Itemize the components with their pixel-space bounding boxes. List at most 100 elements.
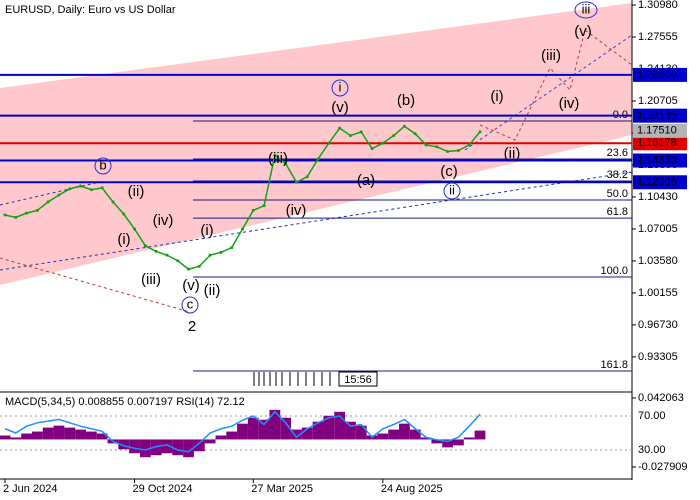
y-tick-label: 1.07005 [638,223,678,235]
histogram-bar [399,423,410,440]
price-point [467,143,471,147]
price-level-label: 1.14330 [637,154,677,166]
price-point [251,208,255,212]
histogram-bar [96,433,108,440]
fib-label: 100.0 [600,265,628,277]
wave-label: (iii) [268,150,288,167]
price-point [478,130,482,134]
price-level-label: 1.12006 [637,176,677,188]
histogram-bar [474,430,486,440]
histogram-bar [312,421,324,440]
histogram-bar [453,439,464,446]
indicator-title: MACD(5,34,5) 0.008855 0.007197 RSI(14) 7… [5,396,245,408]
wave-label: (i) [490,88,503,105]
wave-circle [443,182,461,200]
x-tick-label: 29 Oct 2024 [133,483,193,495]
price-point [230,246,234,250]
wave-label: (i) [200,222,213,239]
histogram-bar [334,411,346,440]
histogram-bar [323,415,335,440]
wave-circle [574,1,598,19]
histogram-bar [280,417,292,440]
price-point [413,132,417,136]
histogram-bar [377,433,389,440]
wave-label: 2 [188,318,196,335]
histogram-bar [388,429,400,440]
histogram-bar [161,439,173,454]
price-point [262,204,266,208]
wave-label: (iv) [559,95,580,112]
price-level-label: 1.19135 [637,110,677,122]
histogram-bar [64,427,76,440]
price-point [359,130,363,134]
histogram-bar [301,427,313,440]
current-price-label: 1.17510 [637,125,677,137]
time-label: 15:56 [344,374,372,386]
histogram-bar [204,439,216,444]
wave-label: ii [449,182,455,197]
price-point [25,211,29,215]
histogram-bar [420,437,432,440]
price-level-box [633,108,687,123]
price-level-box [633,175,687,190]
price-point [165,253,169,257]
price-point [208,253,212,257]
price-point [46,200,50,204]
wave-label: (iv) [286,202,307,219]
wave-label: (i) [117,231,130,248]
histogram-bar [118,439,130,450]
histogram-bar [0,435,11,440]
y2-tick-label: 30.00 [638,444,666,456]
fib-label: 61.8 [607,206,628,218]
price-point [316,157,320,161]
histogram-bar [258,419,270,440]
trend-line [0,181,101,206]
wave-label: (iii) [541,47,561,64]
current-price-box [633,123,687,138]
wave-label: (c) [440,163,458,180]
histogram-bar [53,425,65,440]
y-tick-label: 1.20705 [638,95,678,107]
trend-line [0,257,191,313]
price-point [305,175,309,179]
y-tick-label: 0.96730 [638,319,678,331]
price-point [3,213,7,217]
histogram-bar [345,421,356,440]
wave-label: (iv) [153,212,174,229]
wave-label: (ii) [504,145,521,162]
price-point [446,149,450,153]
price-point [35,208,39,212]
price-point [273,153,277,157]
price-point [392,134,396,138]
histogram-bar [75,429,86,440]
price-point [187,267,191,271]
histogram-bar [31,431,43,440]
price-point [57,193,61,197]
price-point [327,141,331,145]
wave-label: (v) [574,23,592,40]
wave-circle [331,79,349,97]
histogram-bar [431,439,443,444]
histogram-bar [269,409,281,440]
histogram-bar [291,429,302,440]
wave-label: (v) [182,277,200,294]
price-point [154,249,158,253]
y-tick-label: 1.10430 [638,191,678,203]
wave-label: iii [582,1,591,16]
price-level-label: 1.16178 [637,137,677,149]
histogram-bar [442,439,454,448]
fib-label: 161.8 [600,359,628,371]
price-point [456,149,460,153]
histogram-bar [247,417,259,440]
forecast-line [464,34,633,151]
wave-label: b [99,157,106,172]
y-tick-label: -0.027909 [638,461,688,473]
fib-label: 38.2 [607,169,628,181]
histogram-bar [42,427,54,440]
chart-title: EURUSD, Daily: Euro vs US Dollar [5,4,176,16]
price-point [133,227,137,231]
wave-label: i [339,79,342,94]
histogram-bar [10,437,22,440]
price-point [100,186,104,190]
